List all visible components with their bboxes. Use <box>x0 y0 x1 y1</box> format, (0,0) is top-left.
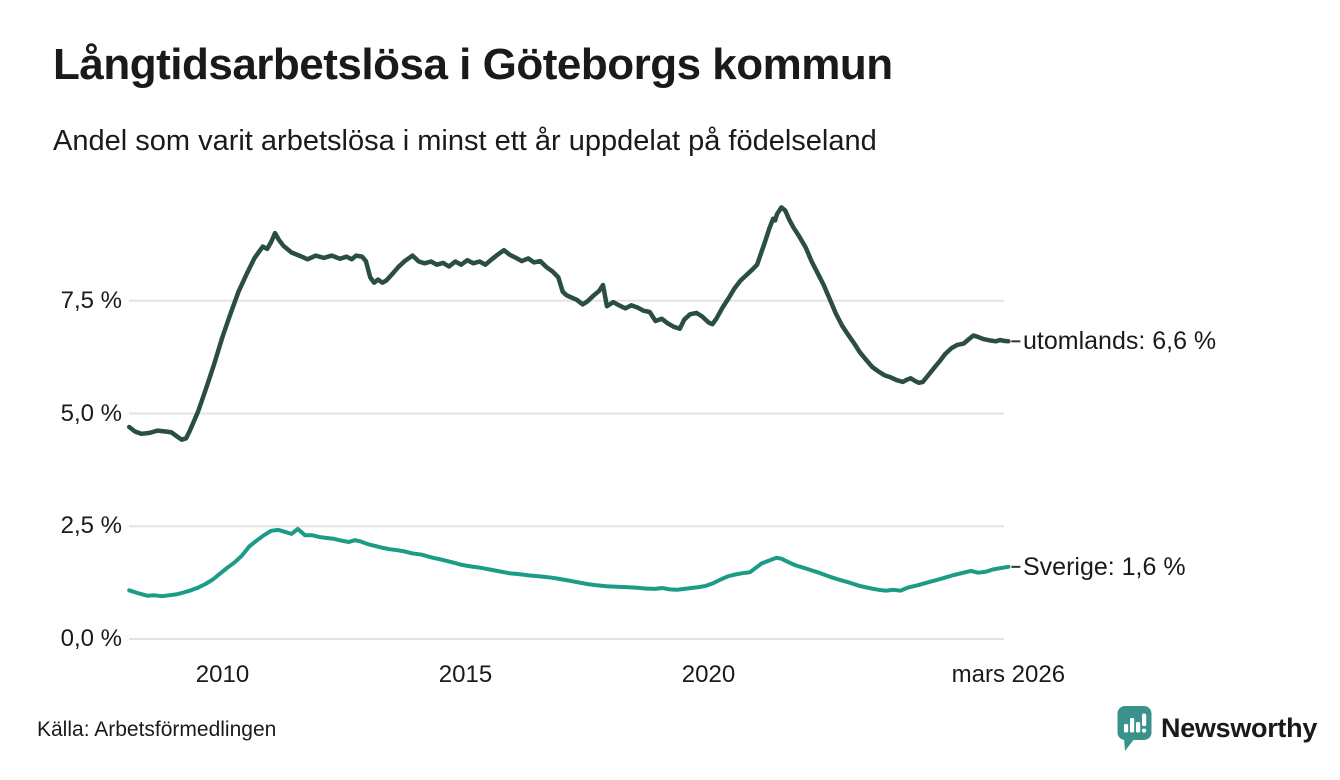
page-title: Långtidsarbetslösa i Göteborgs kommun <box>53 40 893 89</box>
x-tick-label: 2015 <box>438 661 493 688</box>
newsworthy-wordmark: Newsworthy <box>1161 712 1318 743</box>
series-lines <box>126 205 1011 599</box>
label-leader-ticks <box>1011 340 1021 568</box>
newsworthy-logo: Newsworthy <box>1117 704 1317 752</box>
series-line-utomlands <box>126 205 1011 442</box>
x-tick-label: mars 2026 <box>951 661 1066 688</box>
y-tick-label: 0,0 % <box>60 625 122 652</box>
y-tick-label: 5,0 % <box>60 399 122 427</box>
series-label-sverige: Sverige: 1,6 % <box>1023 552 1186 581</box>
y-tick-label: 7,5 % <box>60 286 122 314</box>
x-tick-label: 2010 <box>195 661 250 688</box>
gridlines <box>129 299 1004 640</box>
x-tick-label: 2020 <box>681 661 736 688</box>
y-tick-label: 2,5 % <box>60 512 122 540</box>
chart-subtitle: Andel som varit arbetslösa i minst ett å… <box>53 125 877 157</box>
source-note: Källa: Arbetsförmedlingen <box>37 718 277 741</box>
series-label-utomlands: utomlands: 6,6 % <box>1023 327 1217 356</box>
newsworthy-icon <box>1117 705 1152 751</box>
series-line-sverige <box>127 527 1011 599</box>
